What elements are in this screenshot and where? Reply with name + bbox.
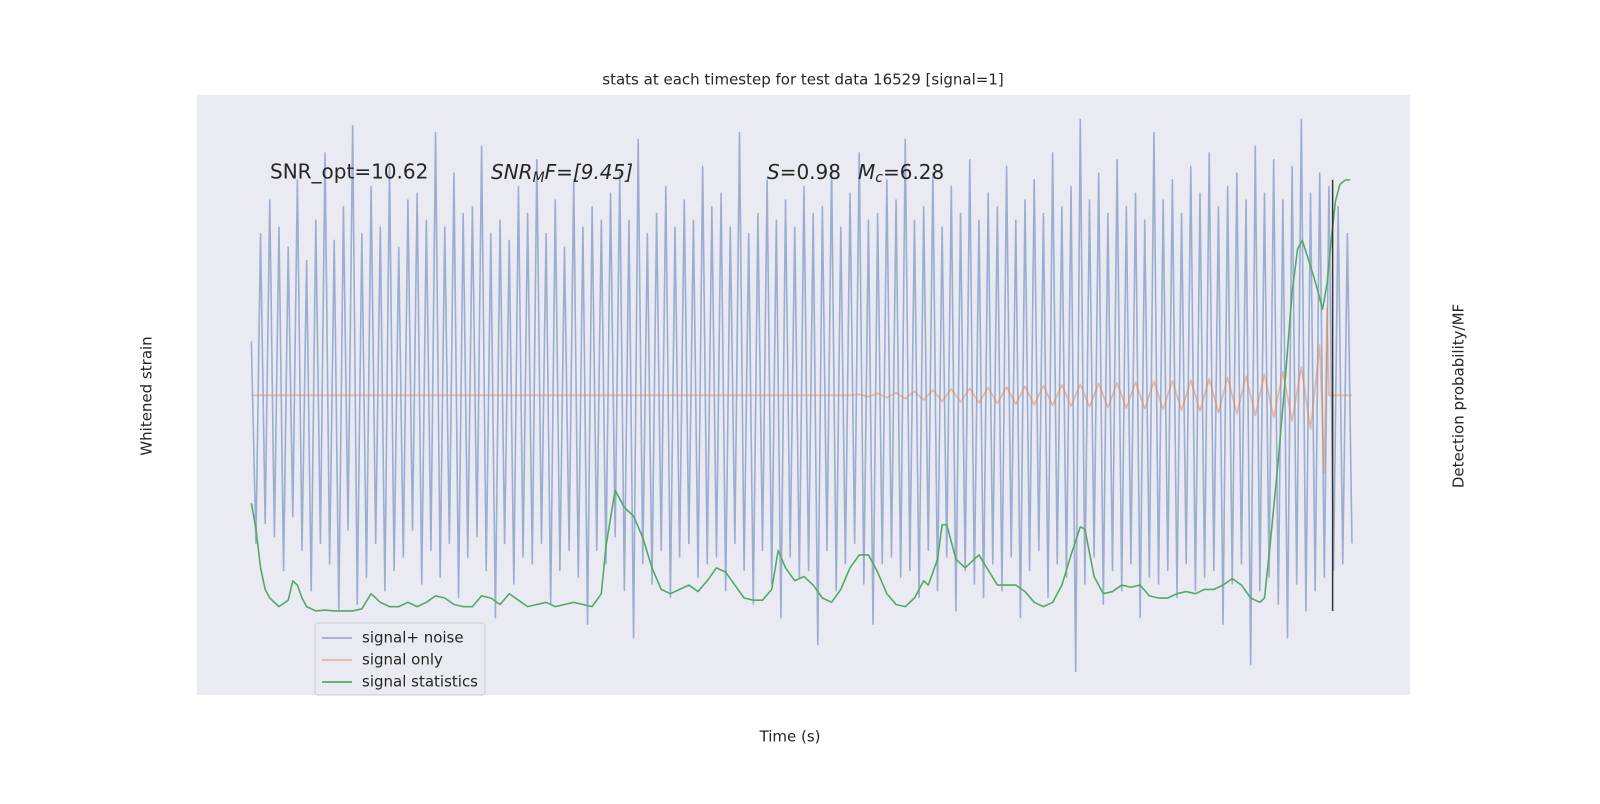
- annotation-part: SNR: [491, 160, 533, 184]
- annotation-part: F=[9.45]: [545, 160, 633, 184]
- annotation-part: =0.98: [780, 160, 841, 184]
- annotation-part: =6.28: [883, 160, 944, 184]
- annotation-part: M: [858, 160, 875, 184]
- chart-title: stats at each timestep for test data 165…: [602, 71, 1003, 89]
- annotation: Mc=6.28: [858, 160, 944, 187]
- legend-box: [314, 622, 486, 696]
- series-line: [250, 118, 1353, 673]
- series-line: [251, 306, 1352, 474]
- legend-label: signal only: [362, 651, 443, 669]
- annotation: S=0.98: [767, 160, 841, 184]
- x-axis-label: Time (s): [759, 728, 821, 746]
- annotation-sub: M: [533, 170, 545, 186]
- annotation: SNR_opt=10.62: [270, 160, 428, 184]
- series-line: [250, 179, 1351, 612]
- annotation: SNRMF=[9.45]: [491, 160, 633, 187]
- annotation-sub: c: [875, 170, 883, 186]
- y-axis-label: Whitened strain: [138, 336, 156, 455]
- y2-axis-label: Detection probability/MF: [1450, 304, 1468, 488]
- annotation-part: S: [767, 160, 780, 184]
- legend-label: signal+ noise: [362, 629, 464, 647]
- legend: signal+ noise signal only signal statistic…: [314, 622, 486, 696]
- legend-label: signal statistics: [362, 673, 478, 691]
- marks: [250, 118, 1353, 673]
